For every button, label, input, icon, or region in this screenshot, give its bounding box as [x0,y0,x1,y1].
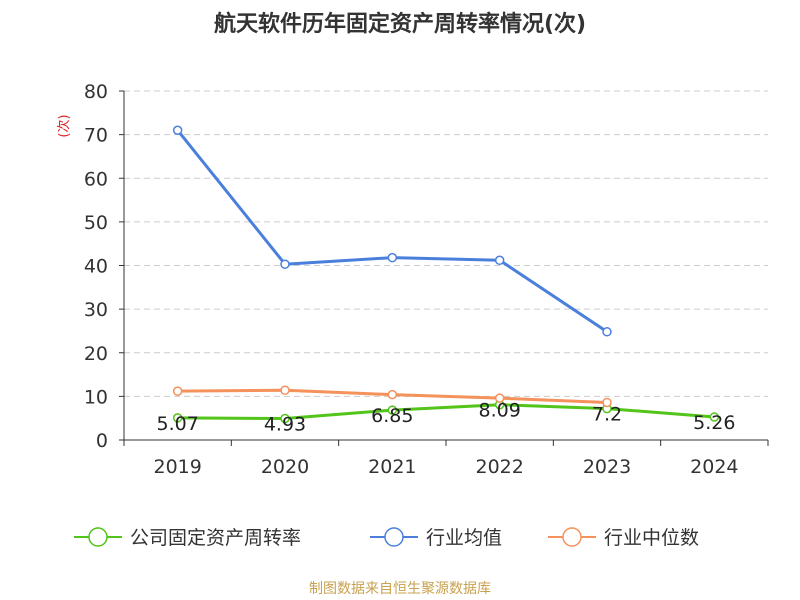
y-axis-label: (次) [56,114,72,137]
data-point [280,259,290,269]
y-tick-label: 0 [96,430,108,452]
data-point [387,405,398,415]
data-point [709,412,720,422]
y-tick-label: 30 [84,299,108,321]
data-point [602,327,612,337]
x-tick-label: 2022 [475,456,523,478]
legend-label: 公司固定资产周转率 [130,527,301,549]
data-point [172,125,183,136]
data-label: 8.09 [479,400,521,422]
y-tick-label: 80 [84,81,108,103]
legend-label: 行业中位数 [604,527,699,549]
data-point [494,255,505,266]
series-line-1 [176,129,608,334]
chart-title: 航天软件历年固定资产周转率情况(次) [213,12,587,37]
data-point [387,252,398,263]
data-point [387,389,398,400]
legend-label: 行业均值 [426,527,502,549]
x-tick-label: 2020 [261,456,309,478]
source-note: 制图数据来自恒生聚源数据库 [309,581,491,597]
data-point [494,393,505,403]
y-tick-label: 10 [84,386,108,408]
y-tick-label: 50 [84,212,108,234]
data-label: 4.93 [264,413,306,435]
legend-marker [384,527,404,547]
data-point [280,385,290,396]
series-line-0 [177,403,715,420]
y-tick-label: 60 [84,168,108,190]
data-point [172,386,183,396]
data-label: 7.2 [592,404,622,426]
data-point [602,397,612,408]
y-tick-label: 40 [84,256,108,278]
legend-marker [88,527,108,547]
y-tick-label: 20 [84,343,108,365]
legend-marker [562,527,582,547]
data-label: 5.26 [693,412,735,434]
y-tick-label: 70 [84,125,108,147]
x-tick-label: 2024 [690,456,738,478]
x-tick-label: 2021 [368,456,416,478]
data-label: 5.07 [157,413,199,435]
x-tick-label: 2019 [153,456,201,478]
x-tick-label: 2023 [583,456,631,478]
data-point [172,413,183,423]
data-label: 6.85 [371,405,413,427]
data-point [280,413,290,424]
